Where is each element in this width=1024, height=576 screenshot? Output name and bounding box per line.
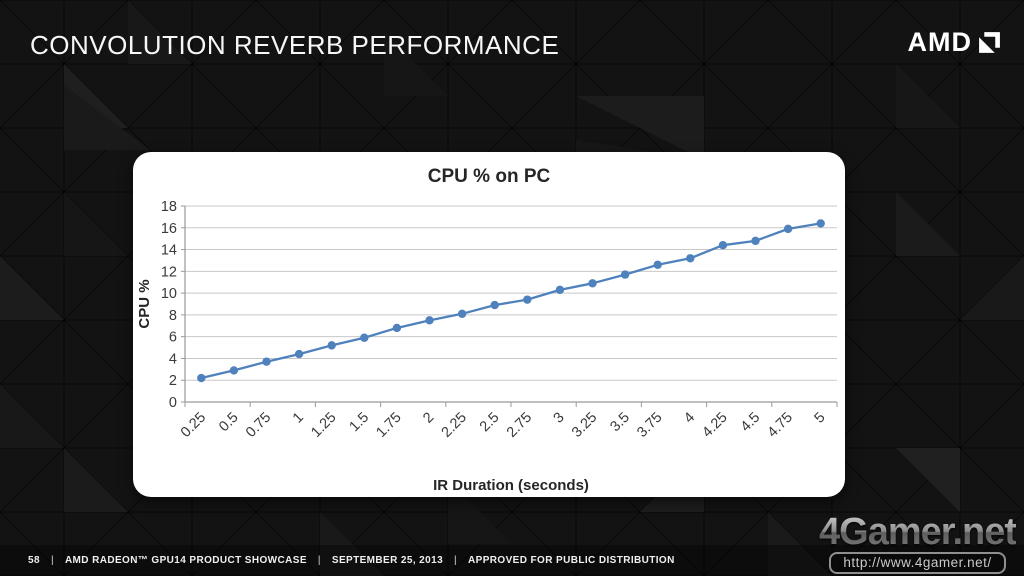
svg-text:0.25: 0.25 [178, 410, 209, 441]
footer-page-number: 58 [28, 555, 40, 566]
svg-text:1.25: 1.25 [308, 410, 339, 441]
svg-text:6: 6 [169, 330, 177, 346]
svg-text:2: 2 [420, 410, 437, 427]
svg-text:1.75: 1.75 [373, 410, 404, 441]
footer-separator: | [317, 555, 321, 566]
svg-text:2.5: 2.5 [477, 410, 503, 436]
svg-text:CPU % on PC: CPU % on PC [428, 166, 551, 187]
svg-text:14: 14 [161, 243, 177, 259]
amd-arrow-icon [979, 32, 1000, 53]
svg-text:3: 3 [551, 410, 568, 427]
footer-item-distribution: APPROVED FOR PUBLIC DISTRIBUTION [468, 555, 675, 566]
4gamer-logo-text: 4Gamer.net [819, 511, 1017, 553]
svg-text:4.5: 4.5 [738, 410, 764, 436]
svg-text:8: 8 [169, 308, 177, 324]
svg-text:10: 10 [161, 286, 177, 302]
svg-text:0.75: 0.75 [243, 410, 274, 441]
footer-separator: | [454, 555, 458, 566]
svg-text:16: 16 [161, 221, 177, 237]
svg-text:0.5: 0.5 [216, 410, 242, 436]
slide-title: CONVOLUTION REVERB PERFORMANCE [30, 30, 560, 60]
svg-text:4.25: 4.25 [699, 410, 730, 441]
chart-card: CPU % on PC 0 2 4 6 8 10 12 14 16 18 0.25 0.5 0.75 1 1.… [133, 152, 845, 497]
svg-text:4.75: 4.75 [765, 410, 796, 441]
svg-text:5: 5 [812, 410, 829, 427]
svg-text:1: 1 [290, 410, 307, 427]
svg-text:2.25: 2.25 [439, 410, 470, 441]
svg-text:2: 2 [169, 373, 177, 389]
svg-text:3.25: 3.25 [569, 410, 600, 441]
svg-text:3.5: 3.5 [607, 410, 633, 436]
svg-text:4: 4 [169, 351, 177, 367]
svg-text:18: 18 [161, 199, 177, 215]
svg-text:12: 12 [161, 264, 177, 280]
svg-text:2.75: 2.75 [504, 410, 535, 441]
svg-text:1.5: 1.5 [347, 410, 373, 436]
footer-item-showcase: AMD RADEON™ GPU14 PRODUCT SHOWCASE [64, 555, 307, 566]
svg-text:3.75: 3.75 [634, 410, 665, 441]
svg-text:IR Duration (seconds): IR Duration (seconds) [433, 477, 589, 494]
svg-text:4: 4 [681, 410, 698, 427]
footer-separator: | [50, 555, 54, 566]
amd-logo-text: AMD [907, 27, 972, 57]
footer-item-date: SEPTEMBER 25, 2013 [331, 555, 444, 566]
4gamer-watermark: 4Gamer.net http://www.4gamer.net/ [819, 511, 1017, 574]
svg-text:CPU %: CPU % [136, 279, 153, 328]
amd-logo: AMD [908, 27, 1003, 58]
4gamer-url-link[interactable]: http://www.4gamer.net/ [829, 552, 1006, 574]
svg-text:0: 0 [169, 395, 177, 411]
